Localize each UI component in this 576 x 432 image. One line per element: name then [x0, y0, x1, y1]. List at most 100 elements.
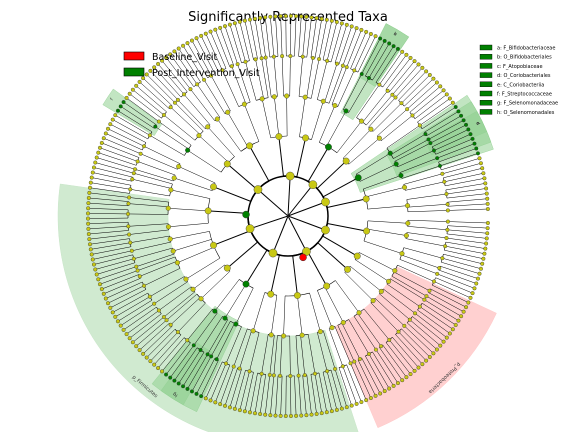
tree-node-40: [417, 123, 422, 128]
key-swatch-c: [479, 63, 493, 69]
branch-line-321: [133, 247, 173, 260]
tree-node-383: [396, 329, 401, 334]
tree-node-382: [370, 298, 376, 304]
tree-node-397: [353, 252, 361, 260]
branch-line-452: [295, 335, 299, 376]
branch-line-486: [354, 361, 372, 399]
tree-node-221: [86, 211, 91, 216]
tree-node-112: [283, 14, 288, 19]
branch-line-583: [446, 233, 487, 239]
tree-node-137: [229, 64, 234, 69]
tree-node-334: [288, 413, 293, 418]
tree-node-36: [461, 118, 466, 123]
branch-line-526: [412, 316, 444, 342]
branch-line-507: [389, 339, 415, 372]
tree-node-255: [183, 276, 189, 282]
branch-line-555: [327, 223, 367, 232]
tree-node-388: [431, 351, 436, 356]
branch-line-325: [96, 262, 136, 275]
tree-node-77: [378, 36, 383, 41]
tree-node-1: [362, 195, 370, 203]
tree-node-5: [445, 202, 450, 207]
branch-line-49: [428, 120, 464, 140]
branch-line-504: [363, 308, 390, 341]
tree-node-145: [209, 73, 214, 78]
branch-line-541: [424, 299, 459, 321]
branch-line-121: [342, 28, 357, 66]
tree-node-70: [395, 46, 400, 51]
branch-line-54: [386, 125, 421, 149]
tree-node-361: [340, 320, 346, 326]
tree-node-300: [194, 391, 199, 396]
branch-line-517: [401, 328, 430, 358]
tree-node-168: [144, 72, 149, 77]
branch-line-520: [350, 266, 382, 292]
key-swatch-e: [479, 81, 493, 88]
tree-node-420: [474, 281, 479, 286]
branch-line-61: [316, 160, 347, 189]
branch-line-400: [216, 323, 235, 360]
branch-line-361: [200, 270, 231, 299]
branch-line-100: [372, 46, 394, 81]
branch-line-209: [170, 54, 194, 87]
branch-line-290: [128, 203, 169, 207]
tree-node-73: [391, 44, 396, 49]
phylum-shade-0: [57, 183, 359, 432]
branch-line-246: [117, 110, 153, 132]
tree-node-360: [364, 398, 369, 403]
tree-node-91: [349, 24, 354, 29]
clade-shade-e: [350, 94, 494, 193]
branch-line-454: [300, 335, 306, 376]
tree-node-377: [387, 337, 392, 342]
tree-node-418: [472, 286, 477, 291]
branch-line-79: [368, 97, 396, 128]
branch-line-371: [146, 329, 176, 358]
branch-line-229: [142, 77, 173, 106]
branch-line-299: [168, 222, 209, 228]
branch-line-312: [130, 235, 170, 243]
tree-node-152: [195, 82, 200, 87]
branch-line-256: [107, 128, 145, 147]
branch-line-271: [208, 210, 249, 214]
tree-node-419: [437, 266, 442, 271]
branch-line-545: [426, 295, 462, 317]
branch-line-202: [182, 45, 205, 80]
branch-line-16: [445, 183, 486, 191]
branch-line-522: [379, 293, 410, 320]
branch-line-528: [414, 313, 447, 338]
tree-node-47: [410, 113, 415, 118]
branch-line-546: [393, 271, 430, 291]
branch-line-587: [447, 221, 488, 224]
tree-node-368: [382, 389, 387, 394]
tree-node-195: [135, 159, 140, 164]
branch-line-41: [435, 138, 473, 155]
tree-node-174: [130, 87, 135, 92]
tree-node-320: [253, 411, 258, 416]
branch-line-424: [271, 295, 278, 335]
branch-line-171: [244, 20, 254, 60]
tree-node-349: [334, 407, 339, 412]
tree-node-121: [258, 15, 263, 20]
branch-line-91: [356, 84, 380, 118]
tree-node-89: [354, 26, 359, 31]
tree-node-342: [312, 371, 317, 376]
tree-node-67: [377, 82, 382, 87]
tree-node-327: [271, 373, 276, 378]
branch-line-429: [254, 373, 262, 414]
tree-node-99: [324, 17, 329, 22]
branch-line-463: [309, 292, 321, 332]
branch-line-234: [132, 89, 165, 116]
tree-node-81: [368, 31, 373, 36]
branch-line-275: [133, 172, 173, 185]
tree-node-414: [470, 291, 475, 296]
branch-line-44: [394, 142, 431, 162]
tree-node-229: [87, 237, 92, 242]
tree-node-413: [468, 295, 473, 300]
tree-node-332: [288, 373, 293, 378]
branch-line-323: [93, 254, 133, 265]
tree-node-251: [142, 283, 147, 288]
tree-node-371: [356, 310, 362, 316]
branch-line-360: [132, 316, 165, 343]
tree-node-102: [314, 16, 319, 21]
branch-line-28: [401, 165, 441, 179]
